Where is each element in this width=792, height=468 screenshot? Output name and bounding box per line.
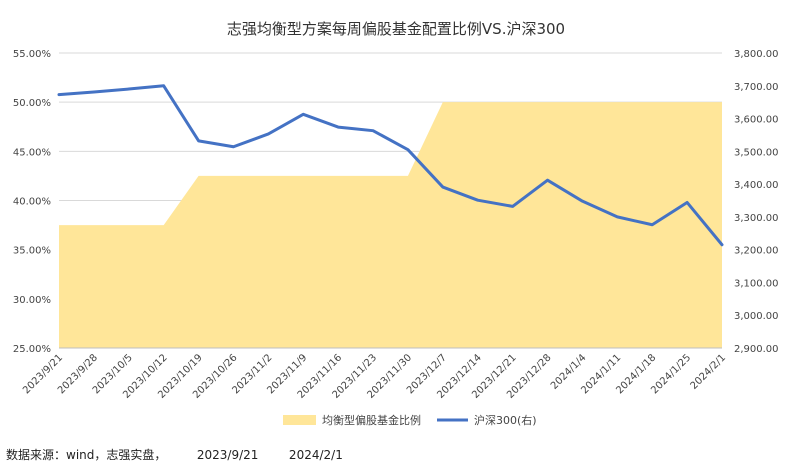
y-right-tick-label: 3,200.00 xyxy=(734,246,779,257)
source-note: 数据来源：wind，志强实盘， 2023/9/21 2024/2/1 xyxy=(6,448,343,462)
chart-title: 志强均衡型方案每周偏股基金配置比例VS.沪深300 xyxy=(226,20,566,38)
y-left-tick-label: 30.00% xyxy=(13,295,51,306)
y-right-tick-label: 3,500.00 xyxy=(734,147,779,158)
y-right-tick-label: 3,800.00 xyxy=(734,49,779,60)
y-right-tick-label: 3,700.00 xyxy=(734,82,779,93)
legend-label-area: 均衡型偏股基金比例 xyxy=(322,413,421,427)
legend-swatch-area xyxy=(283,415,316,425)
y-right-tick-label: 3,300.00 xyxy=(734,213,779,224)
area-series-fund-ratio xyxy=(59,102,722,349)
y-right-tick-label: 3,600.00 xyxy=(734,115,779,126)
y-right-tick-label: 3,400.00 xyxy=(734,180,779,191)
y-left-tick-label: 35.00% xyxy=(13,246,51,257)
y-left-tick-label: 50.00% xyxy=(13,98,51,109)
y-right-tick-label: 2,900.00 xyxy=(734,344,779,355)
y-right-tick-label: 3,100.00 xyxy=(734,278,779,289)
y-left-tick-label: 40.00% xyxy=(13,197,51,208)
x-tick-label: 2024/2/1 xyxy=(689,352,729,392)
line-series-hs300 xyxy=(57,84,724,247)
y-left-tick-label: 45.00% xyxy=(13,147,51,158)
legend-label-line: 沪深300(右) xyxy=(474,413,537,427)
y-left-tick-label: 25.00% xyxy=(13,344,51,355)
y-right-tick-label: 3,000.00 xyxy=(734,311,779,322)
y-left-tick-label: 55.00% xyxy=(13,49,51,60)
